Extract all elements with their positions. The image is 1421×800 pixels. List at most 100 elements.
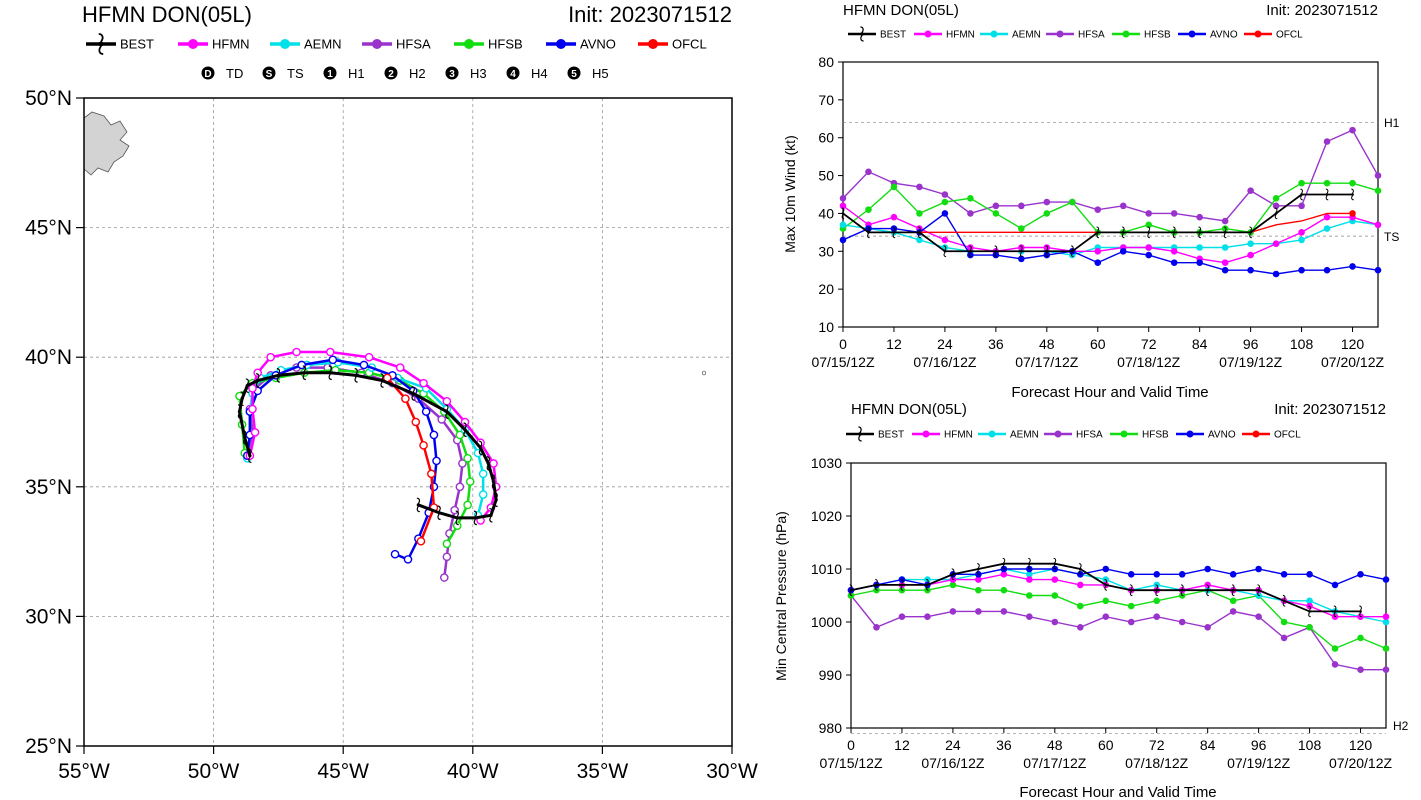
y-tick-label: 1010 (811, 561, 842, 577)
data-point-hfsa (1247, 187, 1254, 195)
data-point-avno (1196, 259, 1203, 266)
track-point-best (248, 448, 252, 464)
data-point-hfsa (916, 183, 923, 191)
data-point-best (1121, 226, 1125, 239)
track-point-best (380, 373, 384, 388)
storm-arm (1308, 605, 1311, 611)
storm-arm (240, 391, 244, 398)
data-point-hfsb (992, 210, 1000, 217)
x-date-label: 07/20/12Z (1321, 354, 1384, 370)
intensity-symbol (323, 66, 337, 80)
legend-marker-best (858, 426, 862, 442)
storm-arm (1257, 591, 1260, 597)
storm-arm (841, 207, 845, 213)
storm-arm (302, 373, 306, 381)
intensity-label: H4 (531, 66, 548, 81)
intensity-symbol (201, 66, 215, 80)
storm-arm (437, 505, 441, 512)
storm-eye (1274, 212, 1278, 215)
storm-arm (354, 367, 358, 375)
legend-label-ofcl: OFCL (1274, 430, 1301, 441)
storm-arm (463, 430, 467, 438)
storm-arm (479, 440, 483, 447)
data-point-hfsb (1331, 645, 1339, 652)
storm-arm (1359, 612, 1362, 618)
track-point-best (445, 404, 449, 419)
legend-label-hfmn: HFMN (212, 37, 250, 52)
data-point-best (1180, 584, 1184, 597)
data-point-hfsa (1153, 613, 1161, 620)
storm-eye (951, 572, 955, 576)
storm-arm (416, 497, 421, 504)
storm-arm (1053, 564, 1057, 570)
storm-arm (951, 575, 955, 581)
track-point-hfmn (442, 396, 452, 406)
data-point-avno (1119, 247, 1127, 255)
storm-eye (248, 454, 252, 458)
wind-xlabel: Forecast Hour and Valid Time (1011, 384, 1208, 401)
storm-arm (977, 563, 980, 569)
x-tick-label: 120 (1341, 336, 1365, 352)
storm-eye (437, 511, 441, 515)
storm-arm (994, 252, 998, 258)
track-point-ofcl (416, 536, 426, 546)
storm-arm (491, 474, 496, 481)
intensity-label: TD (226, 66, 243, 81)
track-point-ofcl (427, 469, 436, 479)
storm-eye (1249, 231, 1252, 234)
x-date-label: 07/18/12Z (1125, 755, 1188, 771)
x-tick-label: 0 (847, 737, 855, 753)
wind-init: Init: 2023071512 (1266, 2, 1378, 19)
legend-marker-hfmn (924, 30, 932, 38)
data-point-hfmn (1043, 244, 1051, 251)
x-date-label: 07/18/12Z (1117, 354, 1180, 370)
data-point-hfsa (1204, 624, 1211, 631)
storm-eye (473, 516, 478, 520)
storm-eye (1308, 610, 1311, 613)
storm-arm (489, 516, 493, 523)
legend-marker-aemn (990, 30, 998, 38)
x-tick-label: 60 (1090, 336, 1106, 352)
legend-label-hfsa: HFSA (396, 37, 431, 52)
data-point-hfsa (1331, 661, 1339, 668)
intensity-symbol-text: D (204, 69, 211, 80)
y-tick-label: 60 (818, 130, 834, 146)
storm-arm (1333, 612, 1337, 618)
legend-marker-hfsa (1054, 430, 1062, 438)
map-lon-label: 35°W (577, 760, 629, 783)
x-date-label: 07/16/12Z (921, 755, 984, 771)
storm-eye (875, 583, 878, 587)
storm-arm (411, 394, 415, 401)
data-point-best (1231, 584, 1235, 597)
track-point-hfmn (395, 363, 405, 372)
storm-arm (860, 26, 864, 33)
storm-arm (875, 579, 878, 584)
x-date-label: 07/20/12Z (1329, 755, 1392, 771)
data-point-best (943, 245, 947, 258)
x-date-label: 07/17/12Z (1015, 354, 1078, 370)
storm-eye (302, 371, 306, 375)
plot-frame (842, 61, 1379, 328)
storm-arm (1206, 584, 1210, 590)
data-point-avno (839, 236, 847, 244)
data-point-best (1351, 188, 1354, 201)
data-point-avno (992, 251, 1000, 259)
data-point-best (1359, 605, 1362, 618)
data-point-avno (890, 225, 898, 232)
intensity-legend: D TD S TS 1 H1 2 H2 3 H3 4 H4 5 H5 (201, 66, 609, 81)
data-point-aemn (1026, 571, 1033, 578)
storm-arm (849, 584, 853, 590)
data-point-avno (1170, 259, 1178, 266)
legend-label-best: BEST (120, 37, 154, 52)
data-point-hfsb (975, 586, 982, 594)
storm-arm (494, 500, 498, 508)
track-point-best (255, 373, 260, 388)
map-lon-label: 55°W (58, 760, 110, 783)
storm-arm (1300, 188, 1303, 194)
storm-eye (463, 428, 467, 432)
data-point-hfmn (1026, 576, 1033, 583)
track-point-avno (359, 360, 369, 370)
data-point-hfsa (975, 608, 982, 615)
y-tick-label: 10 (818, 319, 834, 335)
data-point-hfsb (1102, 597, 1110, 605)
